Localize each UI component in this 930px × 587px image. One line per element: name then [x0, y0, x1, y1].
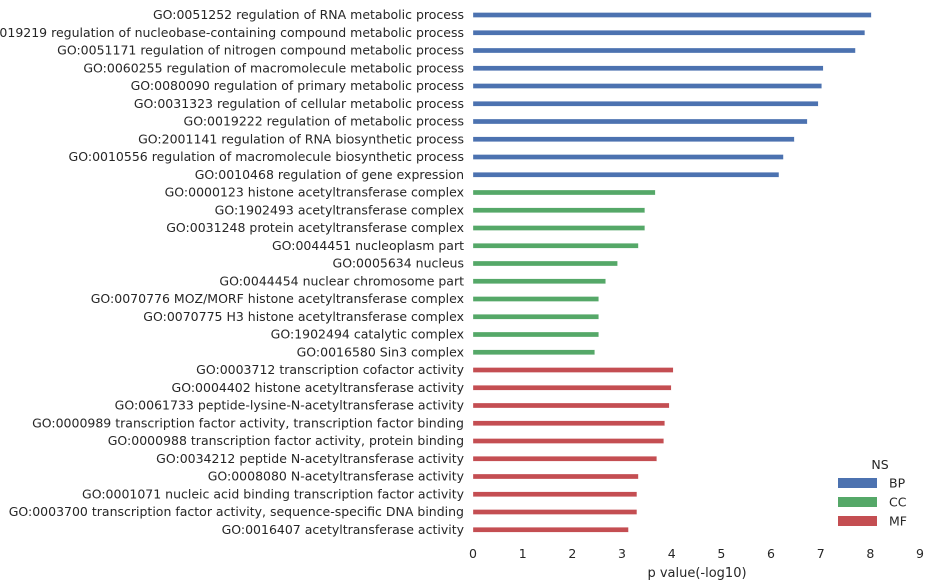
- category-label: GO:0010556 regulation of macromolecule b…: [69, 149, 464, 164]
- category-label: GO:0019222 regulation of metabolic proce…: [184, 114, 464, 129]
- category-label: GO:1902494 catalytic complex: [271, 327, 464, 342]
- category-label: GO:0003700 transcription factor activity…: [9, 504, 464, 519]
- category-label: GO:0019219 regulation of nucleobase-cont…: [0, 25, 464, 40]
- bar-bp-2: [472, 47, 856, 54]
- bar-bp-1: [472, 30, 866, 36]
- bar-bp-3: [472, 65, 824, 71]
- bars-layer: [472, 12, 872, 533]
- bar-cc-11: [472, 207, 645, 213]
- x-tick-label: 3: [618, 546, 626, 561]
- bar-cc-13: [472, 243, 639, 249]
- x-tick-label: 8: [866, 546, 874, 561]
- category-label: GO:0005634 nucleus: [333, 256, 464, 271]
- bar-cc-12: [472, 225, 645, 231]
- category-label: GO:0001071 nucleic acid binding transcri…: [82, 486, 465, 501]
- category-label: GO:0016407 acetyltransferase activity: [222, 522, 465, 537]
- bar-cc-16: [472, 296, 599, 302]
- bar-cc-18: [472, 331, 599, 338]
- bar-cc-15: [472, 278, 606, 284]
- legend-label-bp: BP: [889, 476, 906, 491]
- bar-mf-23: [472, 420, 665, 426]
- bar-bp-8: [472, 154, 784, 160]
- bar-cc-19: [472, 349, 595, 355]
- x-tick-label: 2: [568, 546, 576, 561]
- category-label: GO:0044454 nuclear chromosome part: [219, 273, 464, 288]
- category-label: GO:0000988 transcription factor activity…: [108, 433, 464, 448]
- x-tick-label: 9: [916, 546, 924, 561]
- bar-bp-7: [472, 136, 795, 142]
- category-label: GO:0031248 protein acetyltransferase com…: [166, 220, 464, 235]
- bar-mf-24: [472, 438, 664, 444]
- bar-bp-0: [472, 12, 872, 18]
- bar-mf-28: [472, 509, 638, 515]
- category-labels: GO:0051252 regulation of RNA metabolic p…: [0, 7, 465, 537]
- category-label: GO:0000123 histone acetyltransferase com…: [165, 185, 464, 200]
- category-label: GO:1902493 acetyltransferase complex: [215, 202, 464, 217]
- legend-label-cc: CC: [889, 495, 907, 510]
- x-axis: 0 1 2 3 4 5 6 7 8 9: [469, 546, 924, 561]
- category-label: GO:0008080 N-acetyltransferase activity: [208, 469, 465, 484]
- bar-mf-29: [472, 527, 629, 533]
- category-label: GO:0044451 nucleoplasm part: [272, 238, 464, 253]
- x-tick-label: 6: [767, 546, 775, 561]
- category-label: GO:0060255 regulation of macromolecule m…: [83, 60, 464, 75]
- category-label: GO:0051252 regulation of RNA metabolic p…: [153, 7, 464, 22]
- category-label: GO:2001141 regulation of RNA biosyntheti…: [138, 131, 464, 146]
- category-label: GO:0003712 transcription cofactor activi…: [196, 362, 464, 377]
- x-tick-label: 0: [469, 546, 477, 561]
- category-label: GO:0010468 regulation of gene expression: [195, 167, 464, 182]
- bar-mf-27: [472, 491, 638, 497]
- category-label: GO:0031323 regulation of cellular metabo…: [134, 96, 464, 111]
- legend-label-mf: MF: [889, 514, 907, 529]
- legend-swatch-bp: [838, 478, 877, 488]
- bar-cc-14: [472, 260, 618, 267]
- bar-bp-9: [472, 172, 780, 178]
- bar-bp-5: [472, 101, 819, 107]
- bar-mf-25: [472, 456, 657, 462]
- x-tick-label: 5: [717, 546, 725, 561]
- category-label: GO:0016580 Sin3 complex: [297, 344, 464, 359]
- bar-mf-26: [472, 473, 639, 480]
- category-label: GO:0070775 H3 histone acetyltransferase …: [143, 309, 464, 324]
- category-label: GO:0000989 transcription factor activity…: [32, 415, 464, 430]
- category-label: GO:0070776 MOZ/MORF histone acetyltransf…: [91, 291, 464, 306]
- x-tick-label: 7: [817, 546, 825, 561]
- legend-swatch-cc: [838, 497, 877, 507]
- category-label: GO:0034212 peptide N-acetyltransferase a…: [156, 451, 464, 466]
- bar-mf-20: [472, 367, 674, 373]
- x-axis-title: p value(-log10): [647, 566, 746, 581]
- category-label: GO:0061733 peptide-lysine-N-acetyltransf…: [115, 398, 465, 413]
- x-tick-label: 4: [668, 546, 676, 561]
- category-label: GO:0080090 regulation of primary metabol…: [131, 78, 464, 93]
- category-label: GO:0051171 regulation of nitrogen compou…: [57, 43, 464, 58]
- bar-cc-10: [472, 189, 656, 196]
- legend-title: NS: [871, 457, 888, 472]
- bar-bp-6: [472, 118, 808, 125]
- legend-swatch-mf: [838, 516, 877, 526]
- x-tick-label: 1: [519, 546, 527, 561]
- bar-mf-21: [472, 385, 672, 391]
- legend: NS BP CC MF: [838, 457, 907, 529]
- bar-bp-4: [472, 83, 822, 89]
- bar-cc-17: [472, 314, 599, 320]
- bar-mf-22: [472, 402, 670, 409]
- category-label: GO:0004402 histone acetyltransferase act…: [172, 380, 465, 395]
